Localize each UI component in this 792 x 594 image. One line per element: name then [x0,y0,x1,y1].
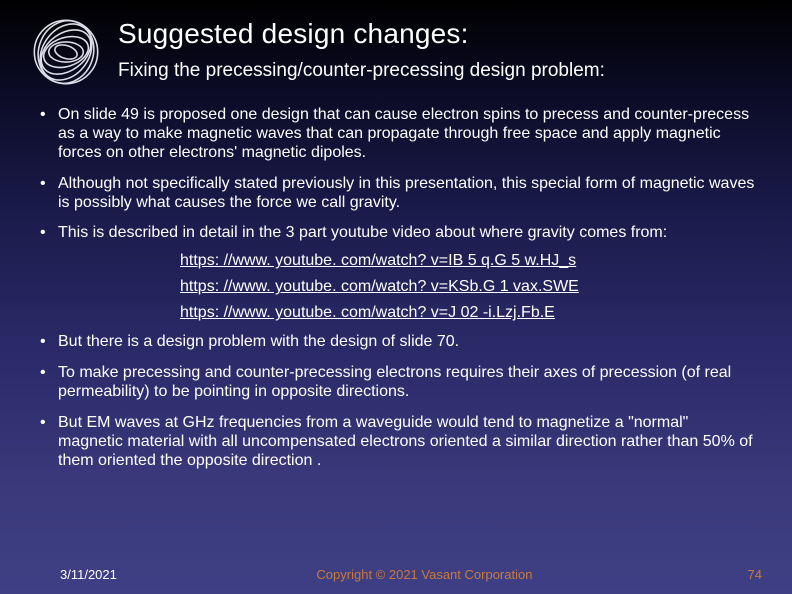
bullet-item: But there is a design problem with the d… [36,333,756,352]
bullet-list-top: On slide 49 is proposed one design that … [30,106,762,243]
slide-title: Suggested design changes: [118,18,762,50]
slide-header: Suggested design changes: Fixing the pre… [30,14,762,88]
footer-date: 3/11/2021 [60,567,117,582]
slide: Suggested design changes: Fixing the pre… [0,0,792,594]
footer-copyright: Copyright © 2021 Vasant Corporation [117,567,732,582]
youtube-link[interactable]: https: //www. youtube. com/watch? v=KSb.… [180,277,762,297]
youtube-link[interactable]: https: //www. youtube. com/watch? v=J 02… [180,303,762,323]
spiral-logo-icon [30,16,102,88]
youtube-link[interactable]: https: //www. youtube. com/watch? v=IB 5… [180,251,762,271]
footer-page-number: 74 [732,567,762,582]
bullet-item: But EM waves at GHz frequencies from a w… [36,414,756,471]
link-list: https: //www. youtube. com/watch? v=IB 5… [30,251,762,323]
bullet-item: To make precessing and counter-precessin… [36,364,756,402]
bullet-item: This is described in detail in the 3 par… [36,224,756,243]
bullet-item: On slide 49 is proposed one design that … [36,106,756,163]
bullet-list-bottom: But there is a design problem with the d… [30,333,762,470]
slide-footer: 3/11/2021 Copyright © 2021 Vasant Corpor… [0,567,792,582]
bullet-item: Although not specifically stated previou… [36,175,756,213]
title-block: Suggested design changes: Fixing the pre… [118,14,762,82]
slide-subtitle: Fixing the precessing/counter-precessing… [118,60,762,82]
